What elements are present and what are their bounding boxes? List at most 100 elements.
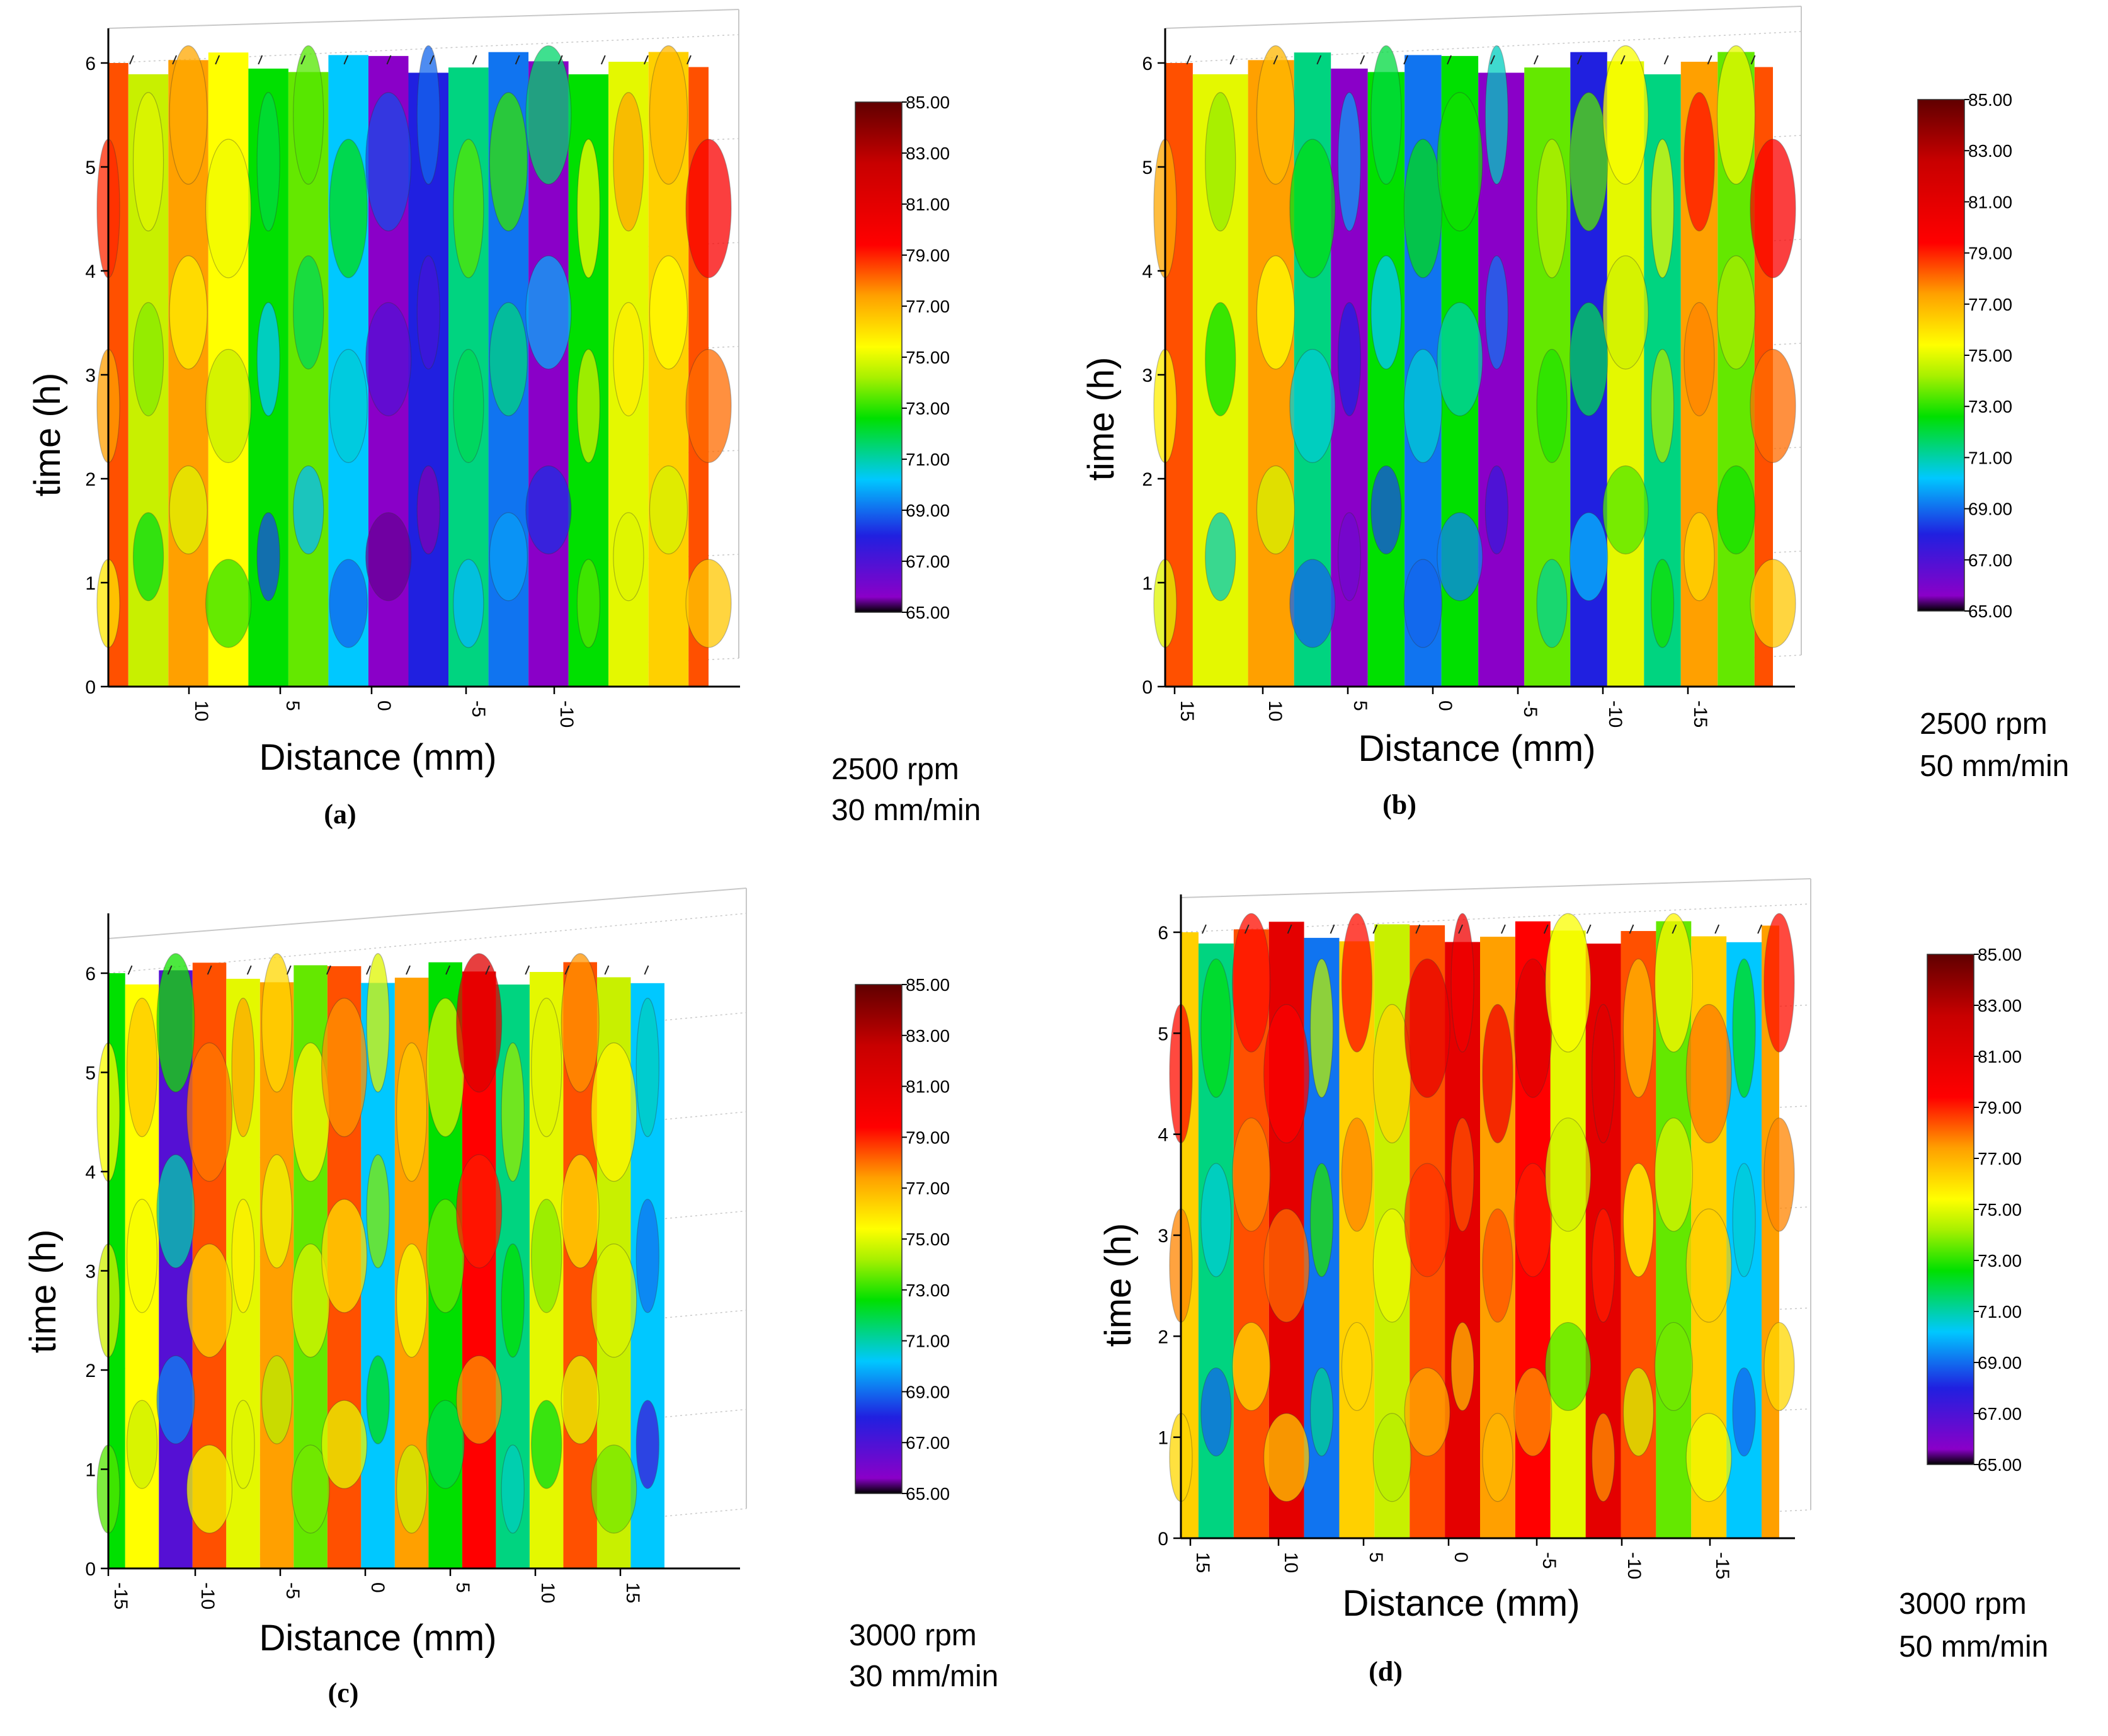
heatmap-a-surface <box>96 9 739 687</box>
heatmap-b-contour-13-1 <box>1684 302 1715 416</box>
heatmap-c-contour-8-2 <box>366 953 390 1093</box>
heatmap-a-condition-feed: 30 mm/min <box>831 794 981 827</box>
colorbar-d-label-7: 71.00 <box>1978 1302 2022 1322</box>
heatmap-b-contour-1-1 <box>1205 302 1236 416</box>
heatmap-c-contour-6-0 <box>291 1444 330 1534</box>
heatmap-d-contour-1-0 <box>1200 1367 1232 1457</box>
colorbar-b-label-6: 73.00 <box>1968 397 2012 416</box>
heatmap-b-contour-5-2 <box>1370 45 1402 185</box>
heatmap-d-contour-15-0 <box>1685 1413 1732 1502</box>
heatmap-d-condition-feed: 50 mm/min <box>1899 1630 2048 1664</box>
heatmap-c-contour-15-0 <box>591 1444 637 1534</box>
panel-a: 0 1 2 3 4 5 6 10 5 0 -5 -10 time (h) Distance (mm)… <box>27 9 981 830</box>
heatmap-a-condition-rpm: 2500 rpm <box>831 753 959 786</box>
heatmap-d-contour-17-1 <box>1763 1117 1795 1232</box>
heatmap-a-axes: 0 1 2 3 4 5 6 10 5 0 -5 -10 time (h) Distance (mm)… <box>27 28 740 830</box>
heatmap-a-contour-7-2 <box>365 92 412 232</box>
heatmap-c-contour-5-2 <box>261 953 293 1093</box>
heatmap-b-contour-14-0 <box>1716 465 1756 555</box>
x-tick-label-c-6: 15 <box>622 1582 643 1603</box>
heatmap-c-contour-9-0 <box>396 1444 428 1534</box>
heatmap-a-contour-2-0 <box>169 465 208 555</box>
heatmap-d-x-label: Distance (mm) <box>1342 1583 1580 1624</box>
heatmap-a-contour-11-1 <box>525 255 572 370</box>
heatmap-c-contour-3-1 <box>186 1243 233 1358</box>
heatmap-a-x-label: Distance (mm) <box>259 737 496 778</box>
colorbar-b-label-5: 75.00 <box>1968 346 2012 365</box>
heatmap-a-contour-7-1 <box>365 302 412 416</box>
heatmap-c-contour-7-1 <box>321 1199 368 1313</box>
heatmap-b-contour-3-0 <box>1289 559 1336 648</box>
heatmap-b-contour-10-0 <box>1569 512 1609 602</box>
colorbar-b-label-2: 81.00 <box>1968 192 2012 212</box>
surface-edge-tick-b-9 <box>1576 55 1582 65</box>
surface-edge-tick-c-1 <box>167 965 173 975</box>
colorbar-b-gradient <box>1918 100 1964 611</box>
heatmap-d-contour-9-2 <box>1482 1003 1513 1144</box>
heatmap-c-contour-3-2 <box>186 1042 233 1182</box>
heatmap-d-contour-12-1 <box>1591 1208 1615 1323</box>
surface-edge-tick-b-10 <box>1620 55 1626 65</box>
heatmap-b-contour-6-0 <box>1403 559 1442 648</box>
heatmap-d-contour-3-0 <box>1263 1413 1310 1502</box>
colorbar-c-label-4: 77.00 <box>906 1179 950 1198</box>
heatmap-b-contour-4-1 <box>1337 302 1362 416</box>
heatmap-d-contour-11-0 <box>1545 1322 1592 1412</box>
panel-d: 0 1 2 3 4 5 6 15 10 5 0 -5 -10 -15 time (h) Distance… <box>1098 878 2048 1687</box>
heatmap-b-contour-8-2 <box>1484 45 1508 185</box>
x-tick-label-c-5: 10 <box>537 1582 558 1603</box>
heatmap-b-contour-8-1 <box>1484 255 1508 370</box>
colorbar-c-label-8: 69.00 <box>906 1382 950 1402</box>
heatmap-c-contour-2-1 <box>156 1154 195 1269</box>
x-tick-label-b-3: 0 <box>1435 700 1456 711</box>
x-tick-label-a-0: 10 <box>191 700 212 721</box>
heatmap-b-contour-15-0 <box>1750 559 1796 648</box>
heatmap-c-condition-rpm: 3000 rpm <box>849 1619 977 1652</box>
heatmap-a-contour-6-2 <box>329 139 368 278</box>
y-tick-label-a-4: 4 <box>85 261 96 282</box>
x-tick-label-b-2: 5 <box>1350 700 1370 711</box>
x-tick-label-c-3: 0 <box>367 1582 388 1593</box>
heatmap-d-x-ticks: 15 10 5 0 -5 -10 -15 <box>1189 1538 1733 1579</box>
heatmap-b-panel-label: (b) <box>1382 789 1416 820</box>
colorbar-c-label-2: 81.00 <box>906 1077 950 1097</box>
colorbar-c-label-5: 75.00 <box>906 1230 950 1249</box>
colorbar-a-label-9: 67.00 <box>906 552 950 571</box>
heatmap-c-axes: 0 1 2 3 4 5 6 -15 -10 -5 0 5 10 15 time (h) Distance… <box>23 913 740 1708</box>
x-tick-label-b-4: -5 <box>1520 700 1541 717</box>
colorbar-a-label-5: 75.00 <box>906 348 950 367</box>
heatmap-b-contour-12-2 <box>1650 139 1675 278</box>
heatmap-a-contour-15-0 <box>685 559 732 648</box>
colorbar-d-label-9: 67.00 <box>1978 1404 2022 1424</box>
heatmap-d-contour-16-2 <box>1732 958 1756 1098</box>
surface-edge-tick-d-9 <box>1586 924 1592 934</box>
heatmap-d-contour-8-0 <box>1450 1322 1474 1412</box>
colorbar-c-gradient <box>855 985 902 1493</box>
heatmap-d-contour-5-1 <box>1341 1117 1373 1232</box>
heatmap-b-contour-10-1 <box>1569 302 1609 416</box>
heatmap-a-contour-8-2 <box>416 45 440 185</box>
x-tick-label-a-1: 5 <box>282 700 303 711</box>
heatmap-b-contour-12-1 <box>1650 348 1675 464</box>
heatmap-c-contour-13-2 <box>531 998 562 1138</box>
heatmap-a-contour-14-1 <box>649 255 688 370</box>
heatmap-d-contour-16-1 <box>1732 1163 1756 1277</box>
heatmap-c-contour-8-1 <box>366 1154 390 1269</box>
heatmap-c-contour-13-0 <box>531 1400 562 1489</box>
heatmap-d-contour-4-0 <box>1309 1367 1334 1457</box>
heatmap-d-contour-7-1 <box>1404 1163 1450 1277</box>
heatmap-a-x-ticks: 10 5 0 -5 -10 <box>188 687 577 728</box>
surface-edge-tick-d-1 <box>1244 924 1250 934</box>
y-tick-label-a-6: 6 <box>85 54 96 74</box>
heatmap-d-contour-11-1 <box>1545 1117 1592 1232</box>
heatmap-d-contour-3-1 <box>1263 1208 1310 1323</box>
x-tick-label-a-2: 0 <box>373 700 394 711</box>
heatmap-a-contour-12-1 <box>576 348 601 464</box>
heatmap-c-y-label: time (h) <box>23 1230 64 1354</box>
colorbar-c-label-7: 71.00 <box>906 1332 950 1351</box>
heatmap-d-contour-10-1 <box>1513 1163 1553 1277</box>
heatmap-c-contour-7-0 <box>321 1400 368 1489</box>
heatmap-c-contour-16-2 <box>635 998 659 1138</box>
heatmap-c-contour-2-2 <box>156 953 195 1093</box>
